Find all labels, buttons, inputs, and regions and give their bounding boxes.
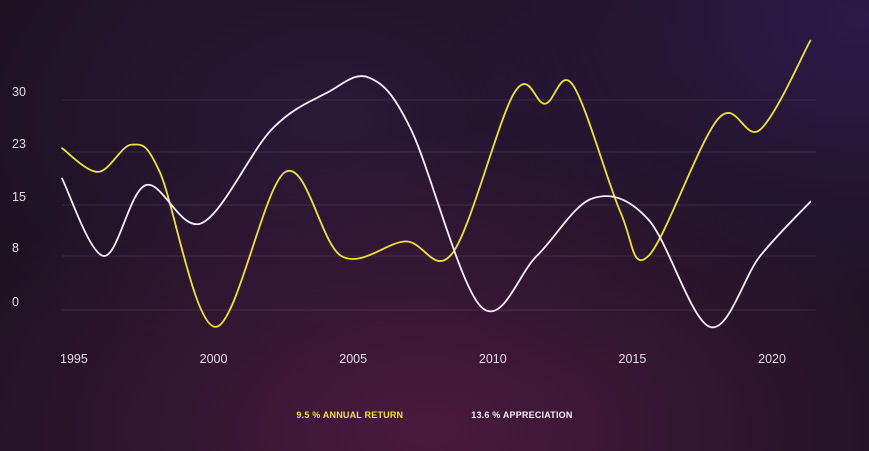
- x-tick-label: 2010: [479, 352, 507, 366]
- x-tick-label: 2005: [339, 352, 367, 366]
- x-axis: 1995 2000 2005 2010 2015 2020: [60, 352, 786, 366]
- x-tick-label: 1995: [60, 352, 88, 366]
- x-tick-label: 2015: [619, 352, 647, 366]
- legend-appreciation: 13.6 % APPRECIATION: [471, 410, 573, 420]
- legend: 9.5 % ANNUAL RETURN 13.6 % APPRECIATION: [0, 410, 869, 420]
- y-tick-label: 15: [12, 190, 26, 204]
- appreciation-line: [61, 75, 812, 328]
- legend-annual-return: 9.5 % ANNUAL RETURN: [296, 410, 404, 420]
- y-tick-label: 30: [12, 85, 26, 99]
- x-tick-label: 2000: [200, 352, 228, 366]
- y-tick-label: 8: [12, 241, 19, 255]
- annual-return-line: [61, 39, 812, 328]
- y-axis: 0 8 15 23 30: [12, 85, 26, 309]
- y-tick-label: 23: [12, 137, 26, 151]
- x-tick-label: 2020: [758, 352, 786, 366]
- y-tick-label: 0: [12, 295, 19, 309]
- series-lines: [61, 39, 812, 328]
